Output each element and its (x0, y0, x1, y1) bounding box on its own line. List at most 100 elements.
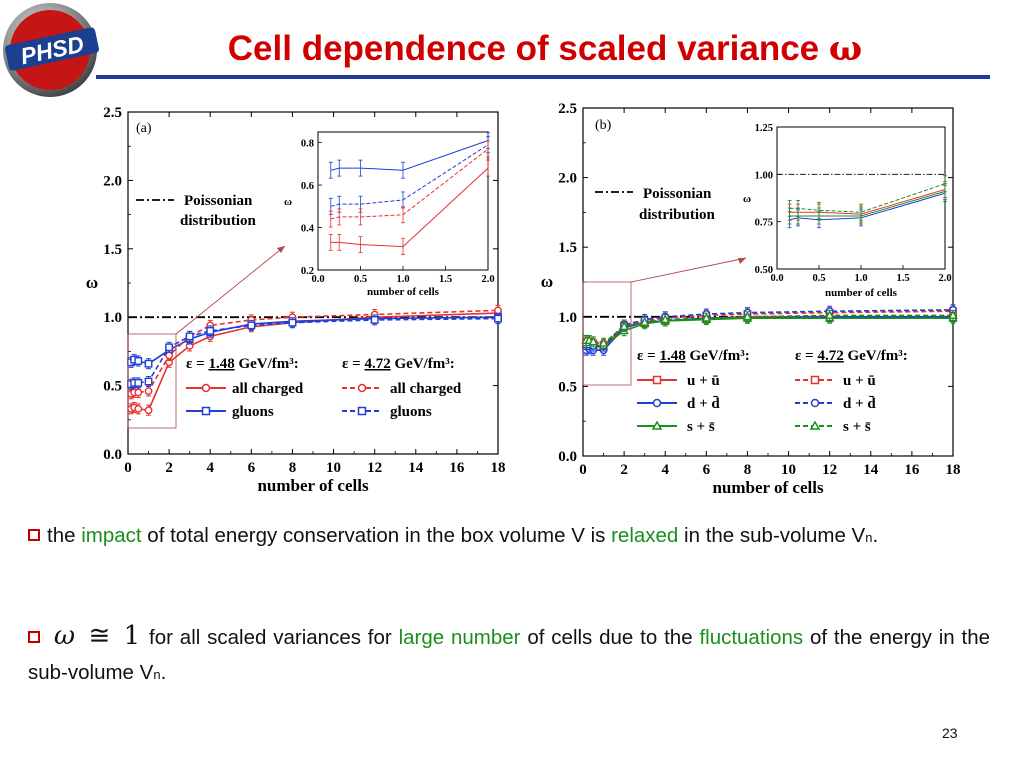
legend-gluons-high: gluons (390, 404, 432, 420)
zoom-arrow (630, 257, 747, 283)
x-tick-label: 18 (946, 462, 961, 478)
formula-approx: ≅ (88, 621, 113, 651)
data-point (134, 404, 143, 413)
legend-marker (809, 420, 821, 430)
data-point (598, 337, 609, 347)
legend-marker (652, 398, 662, 408)
bullet-2-highlight-fluctuations: fluctuations (699, 626, 804, 649)
y-tick-label: 1.0 (558, 310, 577, 326)
data-point (134, 357, 143, 365)
title-text: Cell dependence of scaled variance (227, 29, 820, 68)
inset-x-label: number of cells (825, 287, 898, 299)
legend-ss-low: s + s̄ (687, 419, 715, 435)
svg-text:ε = 1.48 GeV/fm³:: ε = 1.48 GeV/fm³: (186, 356, 299, 372)
x-tick-label: 18 (491, 460, 506, 476)
data-series (581, 304, 958, 356)
zoom-arrowhead (738, 258, 746, 264)
title-omega-symbol: ω (828, 28, 863, 69)
data-point (134, 378, 143, 387)
data-series (127, 304, 502, 416)
data-point (370, 316, 379, 324)
inset-x-tick-label: 2.0 (938, 273, 951, 284)
x-axis-label: number of cells (257, 476, 369, 495)
inset-x-tick-label: 0.0 (770, 273, 783, 284)
inset-x-label: number of cells (367, 286, 440, 298)
y-axis-label: ω (86, 273, 98, 292)
y-tick-label: 0.0 (558, 449, 577, 465)
title-underline (96, 75, 990, 79)
x-axis-label: number of cells (712, 478, 824, 497)
inset-x-tick-label: 1.5 (896, 273, 909, 284)
inset-x-tick-label: 0.5 (812, 273, 825, 284)
y-tick-label: 0.5 (558, 379, 577, 395)
legend-dd-high: d + d̄ (843, 396, 876, 412)
bullet-square-icon (28, 631, 40, 643)
bullet-1: the impact of total energy conservation … (28, 518, 990, 555)
x-tick-label: 14 (863, 462, 879, 478)
y-tick-label: 2.0 (558, 171, 577, 187)
legend-marker (810, 398, 820, 408)
data-point (494, 306, 502, 315)
y-tick-label: 2.5 (558, 101, 577, 117)
zoom-arrowhead (277, 246, 285, 253)
x-tick-label: 12 (822, 462, 837, 478)
poisson-label-1: Poissonian (643, 186, 712, 202)
slide-title: Cell dependence of scaled variance ω (120, 28, 970, 69)
inset-y-tick-label: 0.6 (301, 181, 314, 192)
legend-all-charged-low: all charged (232, 381, 304, 397)
svg-text:ε = 4.72 GeV/fm³:: ε = 4.72 GeV/fm³: (342, 356, 455, 372)
x-tick-label: 2 (620, 462, 628, 478)
figure-a: 0 2 4 6 8 10 12 14 16 18 0.0 0.5 1.0 1.5 2.0 2.5 number … (86, 105, 506, 495)
legend-marker (201, 406, 211, 416)
data-point (588, 336, 599, 346)
data-point (134, 388, 143, 397)
y-tick-label: 1.5 (103, 242, 122, 258)
eps-unit-low: GeV/fm³: (238, 356, 298, 372)
legend-marker (651, 420, 663, 430)
eps-unit-high: GeV/fm³: (394, 356, 454, 372)
eps-symbol: ε (637, 348, 644, 364)
data-point (144, 377, 153, 386)
bullet-1-text-1: the (47, 524, 76, 547)
legend-uu-high: u + ū (843, 373, 876, 389)
x-tick-label: 0 (124, 460, 132, 476)
y-tick-label: 0.5 (103, 379, 122, 395)
inset-y-tick-label: 1.00 (755, 170, 773, 181)
eps-eq: = (647, 348, 656, 364)
page-number: 23 (942, 725, 958, 741)
legend-marker (652, 375, 662, 385)
eps-symbol-2: ε (795, 348, 802, 364)
bullet-1-text-3: in the sub-volume V (684, 524, 866, 547)
data-point (288, 318, 297, 327)
x-tick-label: 6 (703, 462, 711, 478)
eps-unit-low: GeV/fm³: (689, 348, 749, 364)
bullet-1-subscript: n (865, 530, 873, 545)
eps-eq-2: = (352, 356, 361, 372)
x-tick-label: 14 (408, 460, 424, 476)
x-tick-label: 16 (449, 460, 465, 476)
poisson-label-2: distribution (639, 207, 716, 223)
inset-axes: 0.0 0.5 1.0 1.5 2.0 0.2 0.4 0.6 0.8 ω (284, 139, 495, 285)
data-point (701, 312, 712, 322)
x-tick-label: 8 (289, 460, 297, 476)
data-point (247, 321, 256, 330)
x-tick-label: 10 (781, 462, 796, 478)
data-point (494, 314, 502, 323)
y-tick-label: 1.5 (558, 240, 577, 256)
x-tick-label: 2 (165, 460, 173, 476)
legend-uu-low: u + ū (687, 373, 720, 389)
y-tick-label: 1.0 (103, 310, 122, 326)
inset-x-tick-label: 2.0 (481, 274, 494, 285)
inset-x-tick-label: 1.0 (396, 274, 409, 285)
y-tick-label: 2.0 (103, 173, 122, 189)
data-point (206, 326, 215, 335)
inset-frame (776, 126, 946, 270)
poisson-label-2: distribution (180, 213, 257, 229)
eps-low: 1.48 (659, 348, 685, 364)
legend-marker (357, 383, 367, 393)
zoom-arrow (175, 245, 286, 335)
x-tick-label: 16 (904, 462, 920, 478)
data-point (948, 309, 958, 319)
bullet-2-subscript: n (153, 667, 161, 682)
bullet-square-icon (28, 529, 40, 541)
